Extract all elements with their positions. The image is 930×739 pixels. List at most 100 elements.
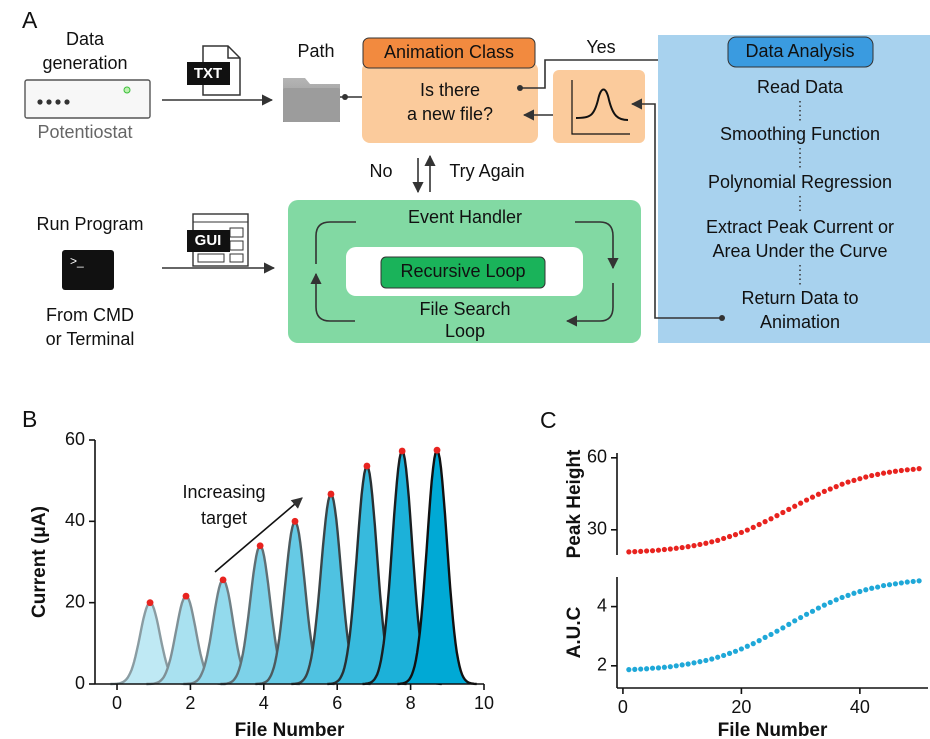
point bbox=[762, 635, 767, 640]
point bbox=[798, 501, 803, 506]
point bbox=[721, 653, 726, 658]
y-axis-label: A.U.C bbox=[564, 606, 585, 658]
point bbox=[733, 532, 738, 537]
point bbox=[751, 525, 756, 530]
point bbox=[680, 662, 685, 667]
figure: ABCDatagenerationPotentiostatTXTPathAnim… bbox=[0, 0, 930, 739]
icon-label: GUI bbox=[195, 232, 222, 249]
loop-step: Event Handler bbox=[408, 207, 522, 227]
point bbox=[691, 543, 696, 548]
point bbox=[828, 600, 833, 605]
y-tick-label: 30 bbox=[587, 519, 607, 539]
point bbox=[638, 666, 643, 671]
point bbox=[668, 546, 673, 551]
x-tick-label: 0 bbox=[618, 697, 628, 717]
folder-front bbox=[283, 88, 340, 122]
animation-box bbox=[362, 62, 538, 143]
peak-marker bbox=[434, 447, 441, 454]
point bbox=[899, 468, 904, 473]
point bbox=[780, 510, 785, 515]
device-dot bbox=[37, 99, 42, 104]
point bbox=[774, 513, 779, 518]
box-tag: Data Analysis bbox=[745, 41, 854, 61]
point bbox=[893, 581, 898, 586]
point bbox=[810, 495, 815, 500]
point bbox=[745, 527, 750, 532]
point bbox=[917, 466, 922, 471]
point bbox=[911, 579, 916, 584]
x-tick-label: 8 bbox=[406, 693, 416, 713]
x-axis-label: File Number bbox=[718, 720, 828, 739]
point bbox=[703, 658, 708, 663]
point bbox=[887, 582, 892, 587]
point bbox=[834, 597, 839, 602]
x-axis-label: File Number bbox=[235, 720, 345, 739]
point bbox=[851, 478, 856, 483]
y-axis-label: Current (μA) bbox=[29, 506, 50, 618]
x-tick-label: 4 bbox=[259, 693, 269, 713]
analysis-step-line: Animation bbox=[760, 312, 840, 332]
annotation-line: Increasing bbox=[182, 482, 265, 502]
device-led bbox=[124, 87, 130, 93]
node-caption: Potentiostat bbox=[37, 122, 132, 142]
point bbox=[745, 644, 750, 649]
point bbox=[662, 547, 667, 552]
point bbox=[768, 516, 773, 521]
point bbox=[733, 649, 738, 654]
point bbox=[869, 586, 874, 591]
point bbox=[757, 638, 762, 643]
point bbox=[899, 580, 904, 585]
point bbox=[739, 646, 744, 651]
peak-marker bbox=[220, 576, 227, 583]
point bbox=[857, 476, 862, 481]
potentiostat-device bbox=[25, 80, 150, 118]
x-tick-label: 0 bbox=[112, 693, 122, 713]
point bbox=[650, 548, 655, 553]
point bbox=[857, 589, 862, 594]
point bbox=[875, 584, 880, 589]
point bbox=[905, 579, 910, 584]
peak-marker bbox=[399, 448, 406, 455]
peak-marker bbox=[257, 542, 264, 549]
point bbox=[834, 484, 839, 489]
point bbox=[668, 664, 673, 669]
point bbox=[774, 629, 779, 634]
point bbox=[845, 479, 850, 484]
point bbox=[715, 538, 720, 543]
loop-step-line: File Search bbox=[419, 299, 510, 319]
point bbox=[638, 549, 643, 554]
point bbox=[680, 545, 685, 550]
x-tick-label: 6 bbox=[332, 693, 342, 713]
y-tick-label: 60 bbox=[587, 447, 607, 467]
point bbox=[881, 471, 886, 476]
box-tag: Animation Class bbox=[384, 42, 514, 62]
node-caption-line: or Terminal bbox=[46, 329, 135, 349]
point bbox=[662, 665, 667, 670]
point bbox=[822, 489, 827, 494]
loop-step-line: Loop bbox=[445, 321, 485, 341]
peak-marker bbox=[364, 463, 371, 470]
y-tick-label: 4 bbox=[597, 595, 607, 615]
analysis-step-line: Read Data bbox=[757, 77, 844, 97]
point bbox=[632, 667, 637, 672]
node-label: Run Program bbox=[36, 214, 143, 234]
point bbox=[650, 666, 655, 671]
point bbox=[703, 541, 708, 546]
point bbox=[798, 615, 803, 620]
point bbox=[863, 474, 868, 479]
point bbox=[656, 548, 661, 553]
point bbox=[792, 504, 797, 509]
point bbox=[893, 469, 898, 474]
point bbox=[768, 632, 773, 637]
point bbox=[685, 544, 690, 549]
x-tick-label: 10 bbox=[474, 693, 494, 713]
point bbox=[739, 530, 744, 535]
device-dot bbox=[55, 99, 60, 104]
peak-marker bbox=[183, 593, 190, 600]
node-label-line: Is there bbox=[420, 80, 480, 100]
node-label: Datageneration bbox=[42, 29, 127, 73]
node-label-line: Data bbox=[66, 29, 105, 49]
peak-marker bbox=[292, 518, 299, 525]
